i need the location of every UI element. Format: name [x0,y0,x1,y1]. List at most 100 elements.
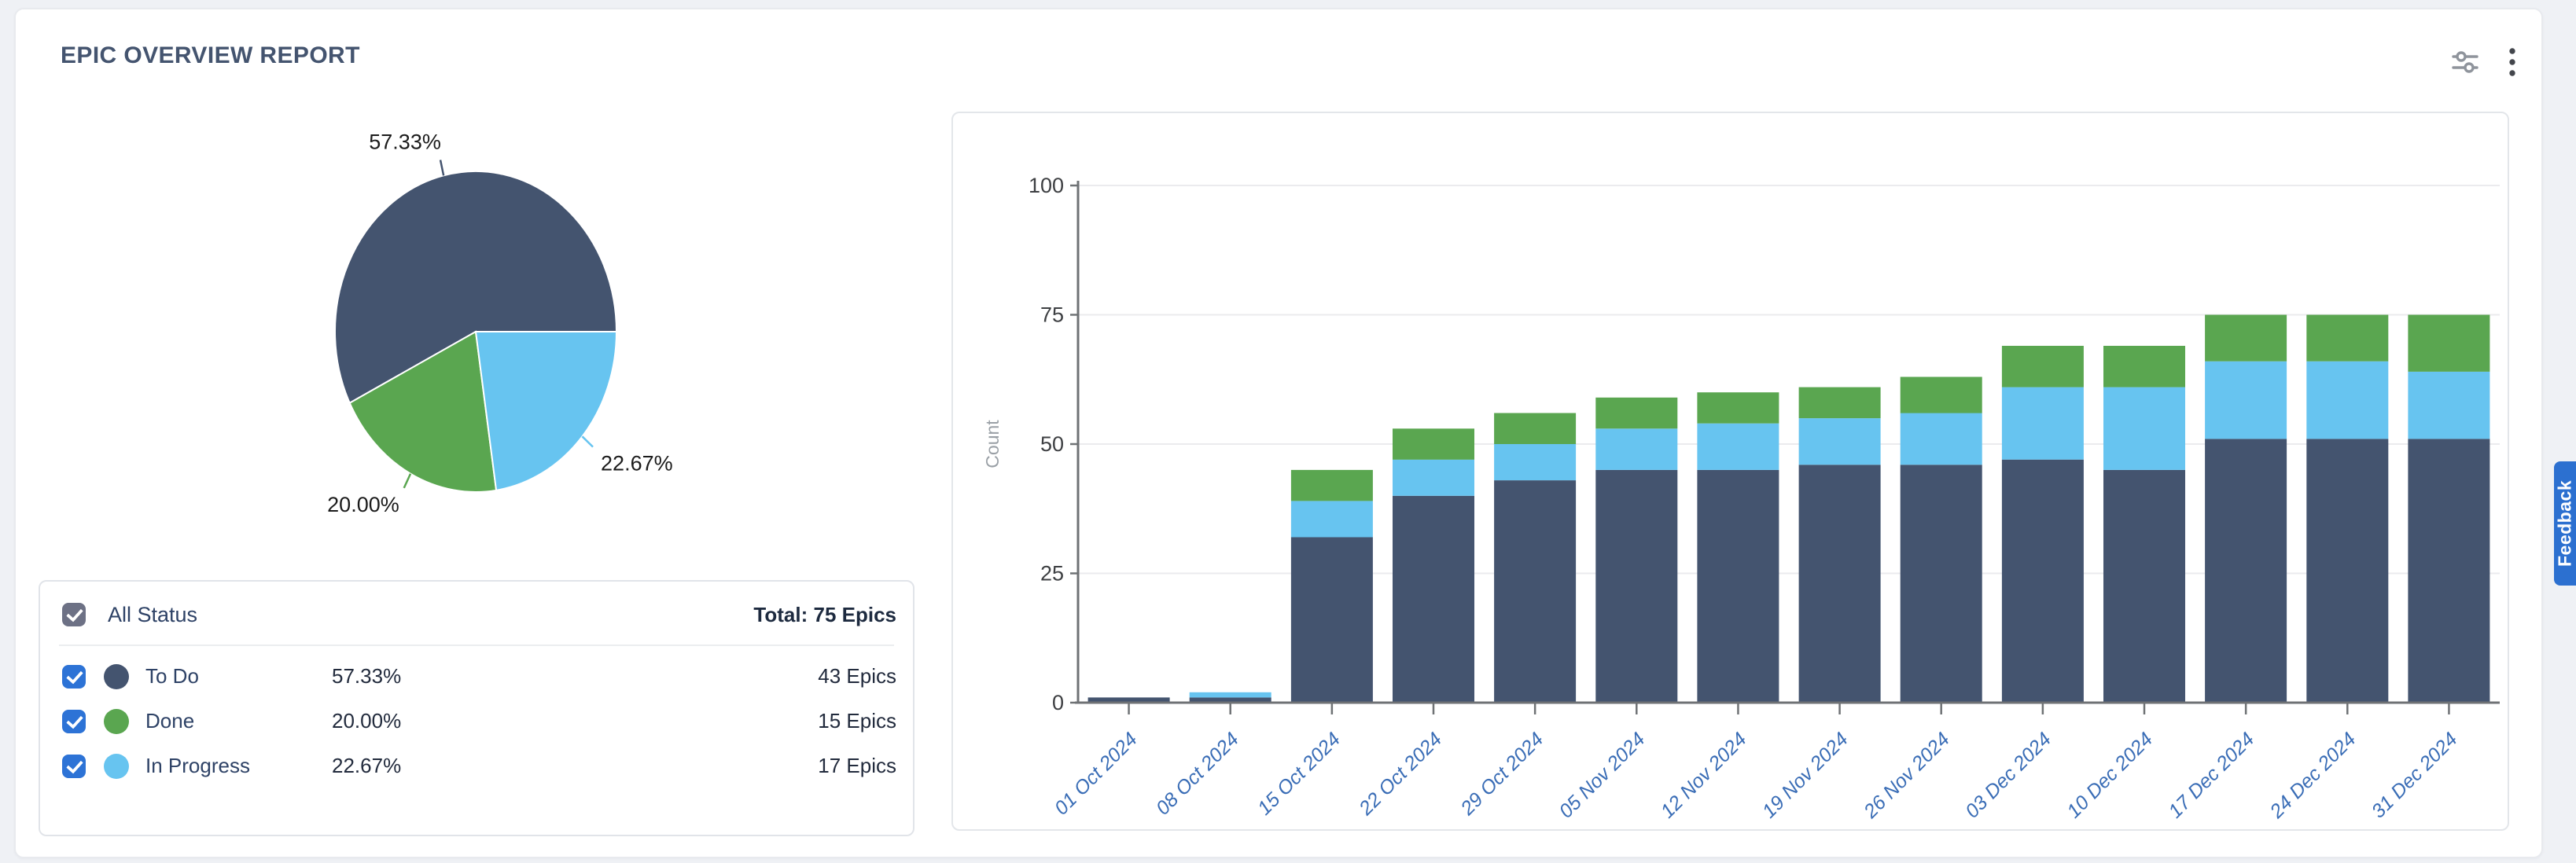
bar-segment-done[interactable] [2103,346,2185,387]
bar-segment-to-do[interactable] [2408,439,2490,703]
bar-segment-done[interactable] [1393,428,1474,460]
y-axis-tick-label: 100 [1029,174,1064,197]
status-count: 15 Epics [818,709,896,733]
bar-segment-to-do[interactable] [1290,537,1373,703]
bar-segment-in-progress[interactable] [1697,423,1779,470]
x-axis-label: 03 Dec 2024 [1961,728,2055,822]
status-legend-card: All Status Total: 75 Epics To Do 57.33% 43… [39,580,914,836]
bar-segment-to-do[interactable] [1087,697,1170,703]
status-color-swatch [104,753,129,779]
bar-segment-in-progress[interactable] [2205,361,2287,439]
legend-row-done: Done 20.00% 15 Epics [40,699,913,744]
status-color-swatch [104,663,129,689]
x-axis-label: 19 Nov 2024 [1758,728,1853,822]
x-axis-label: 05 Nov 2024 [1555,728,1649,822]
bar-segment-to-do[interactable] [1393,495,1474,703]
pie-percent-label: 22.67% [601,452,673,476]
pie-chart: 57.33% 20.00% 22.67% [222,88,851,591]
status-percent: 22.67% [332,754,402,777]
bar-segment-to-do[interactable] [2205,439,2287,703]
page-title: EPIC OVERVIEW REPORT [61,42,360,68]
x-axis-label: 31 Dec 2024 [2368,728,2462,822]
x-axis-label: 08 Oct 2024 [1152,728,1243,819]
y-axis-tick-label: 25 [1040,562,1064,586]
in-progress-checkbox[interactable] [62,754,86,778]
bar-segment-done[interactable] [2001,346,2084,387]
legend-row-in-progress: In Progress 22.67% 17 Epics [40,744,913,788]
bar-segment-to-do[interactable] [1189,697,1271,703]
bar-segment-in-progress[interactable] [2001,387,2084,460]
legend-rows: To Do 57.33% 43 Epics Done 20.00% 15 Epics In … [40,646,913,788]
bar-segment-to-do[interactable] [1798,465,1881,703]
bar-segment-to-do[interactable] [2001,459,2084,703]
bar-segment-in-progress[interactable] [1798,418,1881,465]
bar-segment-to-do[interactable] [1697,469,1779,703]
bar-segment-in-progress[interactable] [1290,501,1373,538]
bar-segment-done[interactable] [1290,469,1373,501]
status-percent: 57.33% [332,664,402,688]
bar-segment-done[interactable] [1900,376,1982,413]
done-checkbox[interactable] [62,709,86,733]
bar-segment-in-progress[interactable] [1189,692,1271,698]
bar-segment-done[interactable] [1697,392,1779,424]
feedback-button[interactable]: Feedback [2554,461,2576,586]
status-label: In Progress [145,754,250,777]
bar-segment-in-progress[interactable] [1393,459,1474,496]
filter-sliders-button[interactable] [2449,48,2482,76]
status-label: To Do [145,664,199,688]
x-axis-label: 10 Dec 2024 [2063,728,2157,822]
pie-label-leader-line [439,160,445,176]
bar-segment-in-progress[interactable] [1494,444,1577,481]
x-axis-label: 12 Nov 2024 [1657,728,1751,822]
x-axis-label: 22 Oct 2024 [1354,728,1446,820]
kebab-menu-icon [2509,48,2515,76]
legend-total: Total: 75 Epics [753,602,896,626]
pie-label-leader-line [403,473,412,489]
pie-percent-label: 20.00% [327,493,399,516]
bar-segment-done[interactable] [1595,397,1678,429]
y-axis-tick-label: 50 [1040,432,1064,456]
bar-chart-card: 0 25 50 75 100 Count 01 Oct 2024 08 Oct 2024 15 … [951,112,2509,831]
x-axis-label: 15 Oct 2024 [1253,728,1345,819]
y-axis-tick-label: 75 [1040,303,1064,327]
bar-segment-done[interactable] [1798,387,1881,419]
status-label: Done [145,709,195,733]
epic-overview-report-card: EPIC OVERVIEW REPORT 57.33% 20.00% 22. [14,8,2543,858]
status-count: 17 Epics [818,754,896,777]
to-do-checkbox[interactable] [62,664,86,689]
bar-segment-to-do[interactable] [1595,469,1678,703]
bar-segment-in-progress[interactable] [1595,428,1678,470]
status-percent: 20.00% [332,709,402,733]
bar-segment-done[interactable] [2408,314,2490,372]
x-axis-label: 24 Dec 2024 [2265,728,2361,823]
bar-segment-to-do[interactable] [2306,439,2389,703]
bar-segment-in-progress[interactable] [2103,387,2185,470]
card-header-actions [2449,44,2519,80]
y-axis-tick-label: 0 [1052,691,1064,714]
bar-segment-in-progress[interactable] [2306,361,2389,439]
bar-segment-in-progress[interactable] [2408,371,2490,439]
bar-segment-in-progress[interactable] [1900,413,1982,465]
bar-segment-done[interactable] [2205,314,2287,362]
x-axis-label: 01 Oct 2024 [1051,728,1142,819]
all-status-label: All Status [108,602,198,626]
status-color-swatch [104,708,129,734]
bar-segment-done[interactable] [1494,413,1577,445]
kebab-menu-button[interactable] [2505,44,2519,80]
pie-slice-in-progress[interactable] [474,331,618,491]
all-status-checkbox[interactable] [62,603,86,626]
legend-divider [59,644,894,646]
bar-segment-to-do[interactable] [2103,469,2185,703]
x-axis-label: 26 Nov 2024 [1859,728,1954,823]
bar-segment-to-do[interactable] [1494,480,1577,703]
pie-slice-done[interactable] [348,330,498,493]
bar-segment-done[interactable] [2306,314,2389,362]
bar-segment-to-do[interactable] [1900,465,1982,703]
pie-percent-label: 57.33% [369,130,441,154]
status-count: 43 Epics [818,664,896,688]
legend-header-row: All Status Total: 75 Epics [40,582,913,644]
pie-label-leader-line [581,435,594,448]
filter-sliders-icon [2452,51,2478,73]
legend-row-to-do: To Do 57.33% 43 Epics [40,654,913,699]
